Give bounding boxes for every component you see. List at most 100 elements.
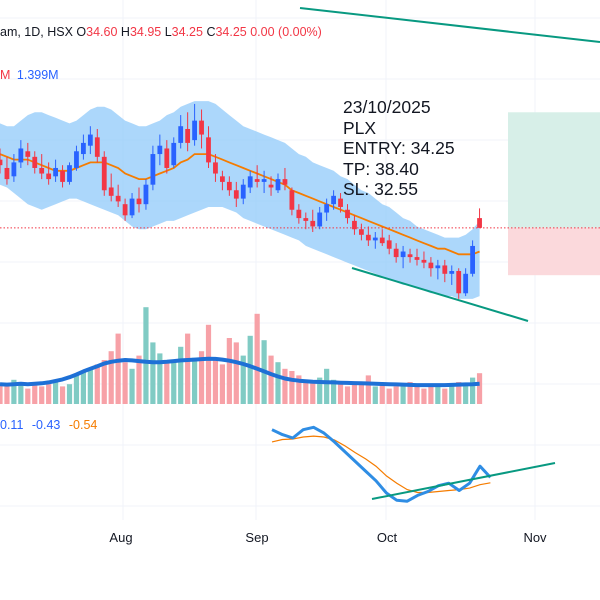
candle-body (470, 245, 475, 274)
candle (331, 190, 336, 210)
candle-body (393, 248, 399, 258)
volume-bar (456, 382, 462, 404)
candle (400, 245, 406, 269)
candle-body (136, 198, 142, 205)
volume-bar (337, 384, 344, 404)
volume-bar (351, 382, 358, 404)
candle (338, 193, 343, 213)
candle-body (115, 195, 121, 202)
change-value: 0.00 (0.00%) (250, 25, 322, 39)
volume-bar (247, 335, 253, 404)
volume-bar (344, 386, 351, 404)
open-label: O (76, 25, 87, 39)
volume-bar (136, 355, 142, 404)
candle-body (11, 162, 17, 177)
candle (157, 134, 163, 166)
low-label: L (164, 25, 172, 39)
volume-bar (463, 384, 469, 404)
volume-bar (372, 386, 378, 404)
volume-bar (94, 364, 100, 404)
candle (268, 176, 274, 196)
x-axis-tick-label: Sep (245, 530, 268, 545)
candle-body (400, 251, 406, 258)
symbol-interval: am, 1D, HSX (0, 25, 73, 39)
candle-body (365, 234, 371, 241)
candle-body (94, 137, 100, 157)
candle (136, 187, 142, 213)
volume-bar (289, 371, 295, 404)
volume-bar (4, 386, 10, 404)
candle (206, 126, 211, 168)
indicator-value-3: -0.54 (68, 418, 98, 432)
volume-bar (296, 375, 302, 404)
candle-body (129, 198, 135, 216)
note-sl: SL: 32.55 (343, 179, 418, 199)
candle (0, 148, 3, 174)
volume-bar (87, 368, 93, 404)
volume-bar (39, 386, 45, 404)
close-label: C (206, 25, 216, 39)
volume-bar (379, 384, 385, 404)
candle (275, 173, 281, 194)
volume-bar (331, 379, 337, 404)
volume-bar (53, 382, 59, 404)
candle (94, 128, 100, 163)
candle-body (4, 167, 10, 180)
candle-body (345, 209, 350, 219)
volume-bar (150, 342, 156, 404)
candle-body (101, 156, 107, 191)
candle (46, 162, 52, 185)
candlesticks (0, 103, 482, 299)
moving-average-line (0, 153, 480, 256)
high-value: 34.95 (129, 25, 162, 39)
volume-bar (476, 373, 483, 404)
volume-bar (157, 353, 163, 404)
candle (81, 134, 86, 160)
candle (25, 142, 31, 166)
candle (393, 243, 399, 263)
open-value: 34.60 (86, 25, 118, 39)
candle (414, 248, 420, 266)
candle (39, 154, 45, 180)
candle (18, 140, 24, 168)
volume-legend: M 1.399M (0, 68, 59, 82)
candle-body (331, 195, 336, 205)
indicator-value-2: -0.43 (31, 418, 61, 432)
volume-bar (101, 360, 107, 404)
volume-bar (46, 384, 52, 404)
candle (463, 268, 469, 297)
candle (199, 109, 204, 149)
candle (233, 181, 239, 207)
candle (289, 187, 295, 216)
candle-body (199, 120, 204, 135)
candle-body (352, 220, 357, 230)
candle-body (303, 218, 309, 221)
volume-bar (32, 382, 38, 404)
volume-bar (219, 364, 225, 404)
volume-bar (449, 386, 455, 404)
volume-bar (164, 360, 170, 404)
candle (470, 240, 475, 277)
volume-bar (192, 357, 198, 404)
candle-body (254, 179, 260, 182)
volume-bar (233, 342, 239, 404)
price-support-trendline (351, 267, 529, 322)
volume-bar (171, 362, 177, 404)
candle (67, 162, 72, 185)
volume-bar (310, 382, 316, 404)
volume-bar (73, 375, 80, 404)
candle (247, 170, 253, 194)
candle (317, 206, 323, 230)
volume-bar (66, 384, 73, 404)
candle-body (435, 265, 441, 269)
volume-bar (317, 377, 323, 404)
candle (435, 259, 441, 280)
candle (324, 198, 330, 221)
volume-bar (400, 384, 406, 404)
candle (115, 184, 121, 207)
candle-body (25, 151, 31, 157)
volume-bar (11, 379, 17, 404)
candle-body (171, 142, 177, 166)
x-axis-tick-label: Oct (377, 530, 398, 545)
